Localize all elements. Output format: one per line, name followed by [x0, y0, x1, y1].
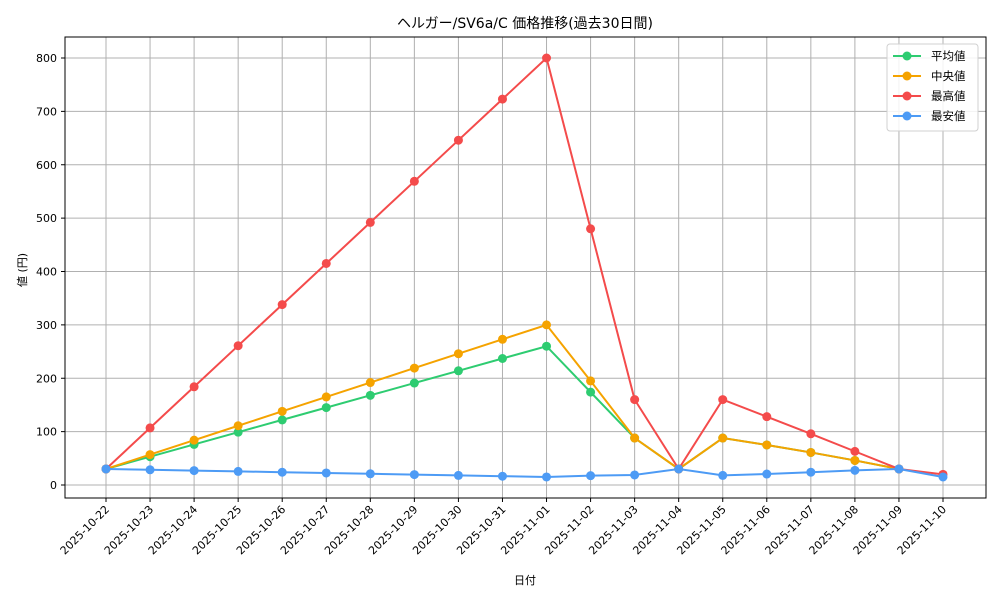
grid-lines: [65, 37, 986, 498]
data-point: [321, 403, 331, 413]
data-point: [542, 53, 552, 63]
data-point: [145, 465, 155, 475]
data-point: [542, 320, 552, 330]
data-point: [586, 376, 596, 386]
series-2: [101, 53, 948, 479]
data-point: [497, 471, 507, 481]
chart-title: ヘルガー/SV6a/C 価格推移(過去30日間): [397, 16, 653, 32]
y-tick-label: 400: [36, 266, 57, 279]
data-point: [718, 470, 728, 480]
data-point: [233, 421, 243, 431]
legend-label: 最安値: [931, 109, 966, 123]
data-point: [850, 446, 860, 456]
legend-marker-icon: [902, 111, 912, 121]
legend-label: 平均値: [931, 49, 966, 63]
series-line: [105, 56, 944, 476]
data-point: [630, 433, 640, 443]
series-3: [101, 464, 948, 482]
data-point: [145, 450, 155, 460]
data-point: [189, 382, 199, 392]
data-point: [497, 94, 507, 104]
y-tick-label: 300: [36, 319, 57, 332]
data-point: [233, 427, 243, 437]
data-point: [894, 464, 904, 474]
legend-item-0: 平均値: [893, 49, 966, 63]
data-point: [850, 455, 860, 465]
data-point: [806, 429, 816, 439]
data-point: [762, 440, 772, 450]
plot-frame: [64, 36, 987, 499]
legend-label: 最高値: [931, 89, 966, 103]
data-point: [453, 366, 463, 376]
legend-marker-icon: [902, 51, 912, 61]
legend-item-2: 最高値: [893, 89, 966, 103]
data-point: [497, 354, 507, 364]
y-tick-label: 100: [36, 426, 57, 439]
data-point: [674, 464, 684, 474]
data-point: [718, 433, 728, 443]
data-point: [938, 472, 948, 482]
data-point: [630, 470, 640, 480]
data-point: [101, 464, 111, 474]
data-point: [409, 470, 419, 480]
data-point: [233, 466, 243, 476]
data-point: [850, 465, 860, 475]
legend-marker-icon: [902, 91, 912, 101]
data-point: [806, 447, 816, 457]
y-tick-label: 600: [36, 159, 57, 172]
data-point: [586, 471, 596, 481]
data-point: [542, 472, 552, 482]
data-point: [189, 435, 199, 445]
data-point: [321, 468, 331, 478]
data-point: [453, 135, 463, 145]
data-point: [277, 415, 287, 425]
legend-item-3: 最安値: [893, 109, 966, 123]
y-axis-label: 値 (円): [16, 253, 29, 287]
data-point: [277, 406, 287, 416]
data-point: [630, 395, 640, 405]
data-point: [586, 387, 596, 397]
data-point: [453, 470, 463, 480]
data-point: [762, 412, 772, 422]
y-axis-ticks: 0 100 200 300 400 500 600 700 800: [36, 52, 65, 492]
data-point: [453, 349, 463, 359]
data-point: [277, 467, 287, 477]
data-point: [409, 363, 419, 373]
y-tick-label: 500: [36, 212, 57, 225]
data-point: [189, 466, 199, 476]
data-point: [409, 378, 419, 388]
data-point: [277, 300, 287, 310]
data-point: [365, 378, 375, 388]
y-tick-label: 800: [36, 52, 57, 65]
data-point: [718, 395, 728, 405]
legend-item-1: 中央値: [893, 69, 966, 83]
data-point: [542, 341, 552, 351]
data-point: [586, 224, 596, 234]
data-point: [365, 390, 375, 400]
data-point: [321, 392, 331, 402]
data-point: [321, 258, 331, 268]
data-point: [497, 334, 507, 344]
data-point: [762, 469, 772, 479]
data-point: [145, 423, 155, 433]
data-point: [365, 217, 375, 227]
y-tick-label: 700: [36, 105, 57, 118]
y-tick-label: 0: [50, 479, 57, 492]
data-point: [233, 341, 243, 351]
data-point: [409, 176, 419, 186]
series-line: [105, 467, 944, 478]
legend-marker-icon: [902, 71, 912, 81]
data-point: [806, 467, 816, 477]
legend-box: [886, 43, 979, 132]
y-tick-label: 200: [36, 372, 57, 385]
series-1: [101, 320, 904, 474]
legend-label: 中央値: [931, 69, 966, 83]
x-axis-label: 日付: [514, 574, 536, 587]
data-point: [365, 469, 375, 479]
data-series: [101, 53, 948, 482]
x-axis-ticks: 2025-10-222025-10-232025-10-242025-10-25…: [58, 498, 949, 557]
